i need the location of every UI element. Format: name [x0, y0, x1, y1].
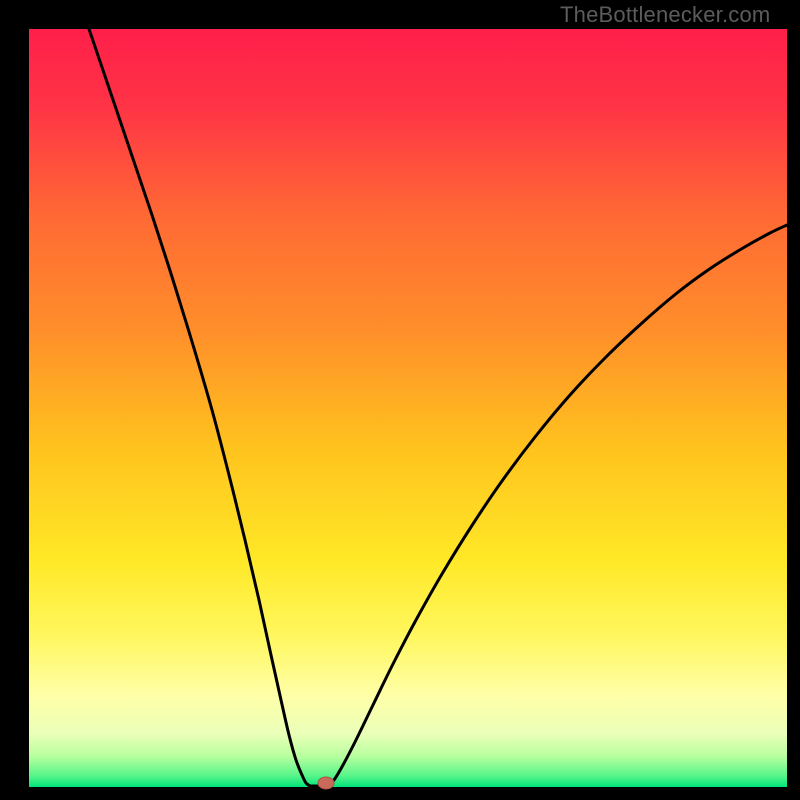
gradient-plot-area [29, 29, 787, 787]
watermark-text: TheBottlenecker.com [560, 2, 770, 28]
chart-container: TheBottlenecker.com [0, 0, 800, 800]
